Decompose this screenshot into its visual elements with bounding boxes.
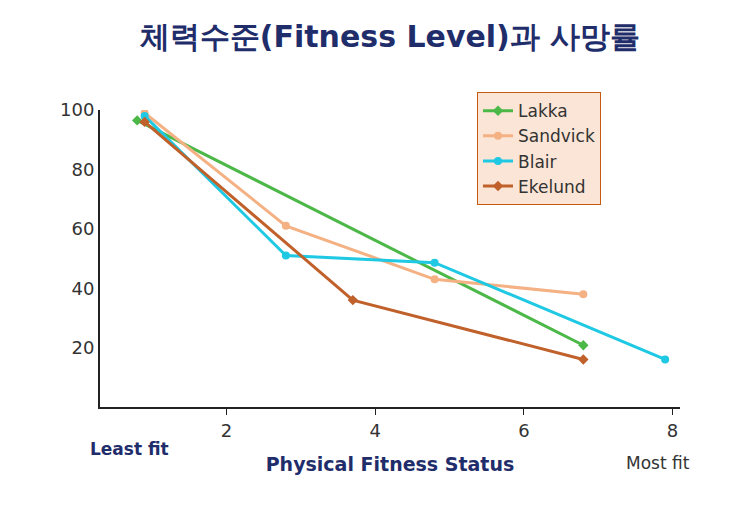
svg-text:Physical Fitness Status: Physical Fitness Status xyxy=(266,453,515,475)
svg-text:Ekelund: Ekelund xyxy=(518,177,586,197)
svg-text:4: 4 xyxy=(369,420,380,441)
svg-text:체력수준(Fitness Level)과 사망률: 체력수준(Fitness Level)과 사망률 xyxy=(140,19,641,54)
svg-text:60: 60 xyxy=(71,218,94,239)
svg-text:6: 6 xyxy=(518,420,529,441)
svg-text:Least fit: Least fit xyxy=(90,439,169,459)
svg-text:2: 2 xyxy=(221,420,232,441)
svg-text:20: 20 xyxy=(71,337,94,358)
svg-text:Lakka: Lakka xyxy=(518,101,568,121)
svg-text:8: 8 xyxy=(667,420,678,441)
svg-text:Sandvick: Sandvick xyxy=(518,126,595,146)
svg-text:100: 100 xyxy=(60,99,94,120)
svg-text:Blair: Blair xyxy=(518,152,557,172)
svg-text:Most fit: Most fit xyxy=(626,453,690,473)
svg-text:40: 40 xyxy=(71,278,94,299)
svg-text:80: 80 xyxy=(71,159,94,180)
